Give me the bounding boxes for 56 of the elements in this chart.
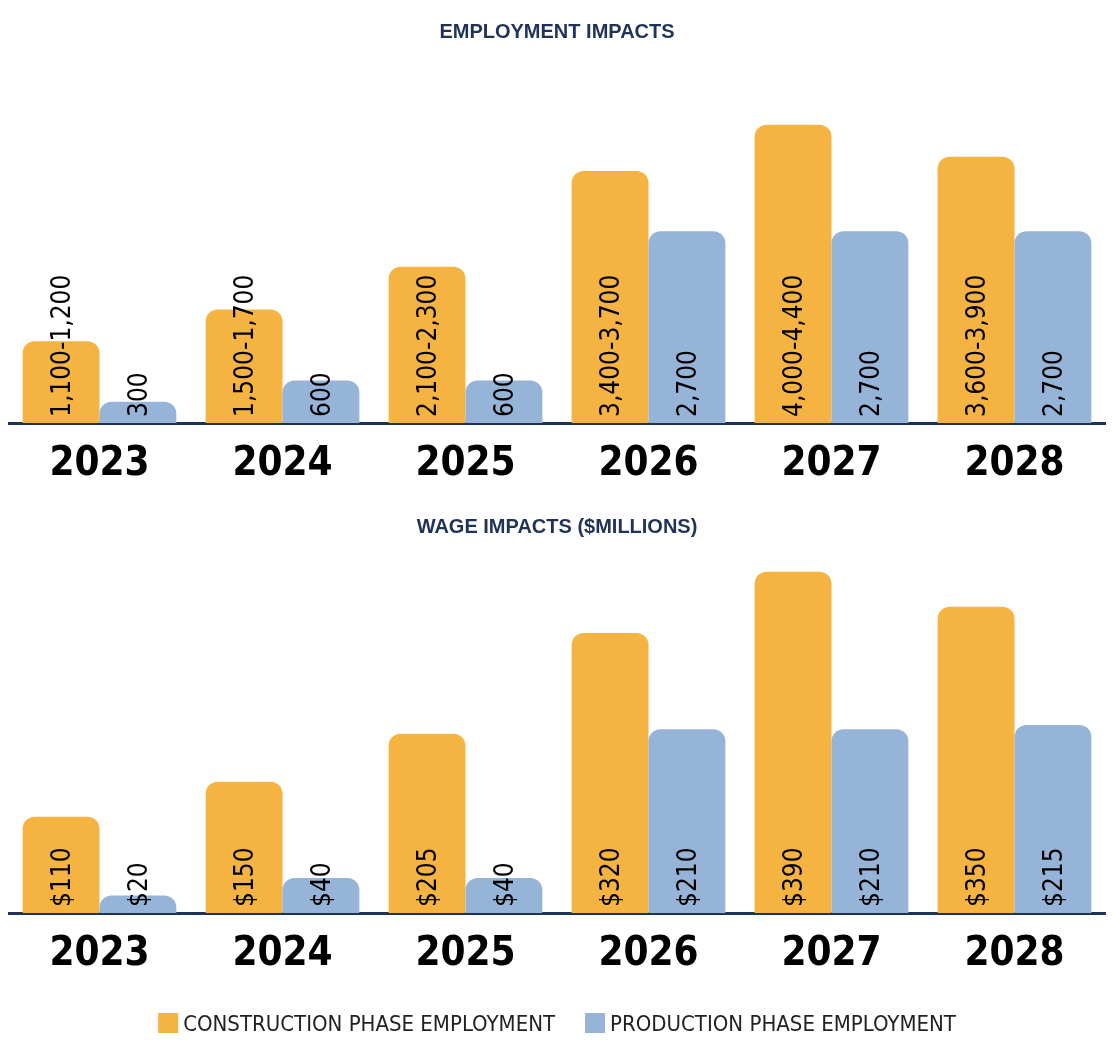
data-label: $150 xyxy=(229,847,260,907)
x-tick-label: 2026 xyxy=(598,438,699,484)
data-label: $40 xyxy=(305,862,336,907)
data-label: 600 xyxy=(305,372,336,417)
data-label: 2,100-2,300 xyxy=(412,274,443,417)
data-label: 300 xyxy=(122,372,153,417)
x-tick-label: 2024 xyxy=(232,438,333,484)
x-tick-label: 2028 xyxy=(964,438,1065,484)
data-label: 1,500-1,700 xyxy=(229,274,260,417)
data-label: $210 xyxy=(854,847,885,907)
bar xyxy=(937,606,1015,913)
bar xyxy=(1014,724,1092,913)
data-label: 3,400-3,700 xyxy=(595,274,626,417)
bar xyxy=(22,816,100,913)
bar xyxy=(937,156,1015,423)
bar xyxy=(571,170,649,423)
bar xyxy=(648,729,726,913)
data-label: 1,100-1,200 xyxy=(46,274,77,417)
bar xyxy=(831,231,909,423)
data-label: 2,700 xyxy=(1037,350,1068,417)
data-label: 4,000-4,400 xyxy=(778,274,809,417)
bar xyxy=(388,266,466,423)
x-tick-label: 2023 xyxy=(49,438,150,484)
x-tick-label: 2024 xyxy=(232,928,333,974)
data-label: 600 xyxy=(488,372,519,417)
data-label: 2,700 xyxy=(854,350,885,417)
data-label: 3,600-3,900 xyxy=(961,274,992,417)
x-tick-label: 2025 xyxy=(415,438,516,484)
bar xyxy=(831,729,909,913)
bar xyxy=(205,781,283,913)
chart-title: EMPLOYMENT IMPACTS xyxy=(439,20,675,42)
x-tick-label: 2023 xyxy=(49,928,150,974)
data-label: $110 xyxy=(46,847,77,907)
data-label: $40 xyxy=(488,862,519,907)
bar xyxy=(1014,231,1092,423)
x-tick-label: 2025 xyxy=(415,928,516,974)
x-tick-label: 2027 xyxy=(781,928,882,974)
x-tick-label: 2027 xyxy=(781,438,882,484)
data-label: $350 xyxy=(961,847,992,907)
legend-label: PRODUCTION PHASE EMPLOYMENT xyxy=(610,1010,957,1036)
data-label: $205 xyxy=(412,847,443,907)
legend-label: CONSTRUCTION PHASE EMPLOYMENT xyxy=(183,1010,556,1036)
data-label: $210 xyxy=(671,847,702,907)
data-label: $20 xyxy=(122,862,153,907)
data-label: $215 xyxy=(1037,847,1068,907)
bar xyxy=(754,124,832,423)
bar xyxy=(754,571,832,913)
x-tick-label: 2028 xyxy=(964,928,1065,974)
x-tick-label: 2026 xyxy=(598,928,699,974)
data-label: $320 xyxy=(595,847,626,907)
data-label: $390 xyxy=(778,847,809,907)
bar xyxy=(648,231,726,423)
data-label: 2,700 xyxy=(671,350,702,417)
chart-title: WAGE IMPACTS ($MILLIONS) xyxy=(416,515,698,537)
bar xyxy=(388,733,466,913)
bar xyxy=(571,633,649,913)
